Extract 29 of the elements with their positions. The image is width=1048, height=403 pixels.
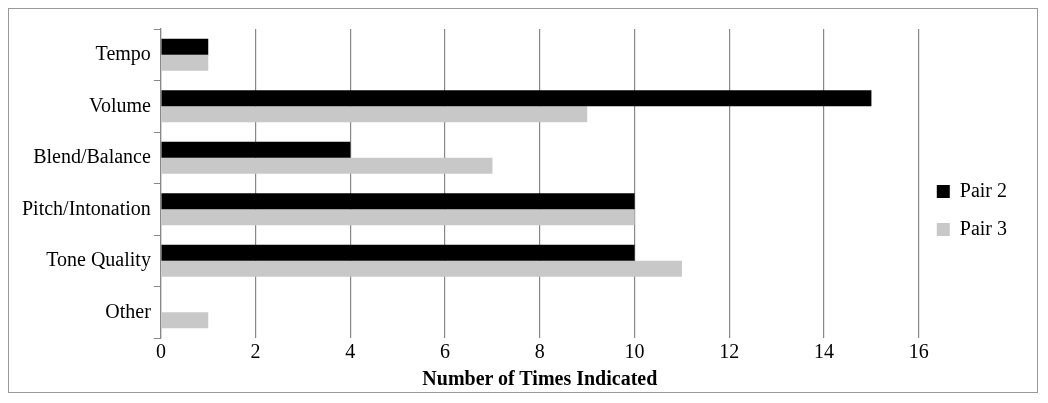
x-tick-label: 0 [155,340,166,363]
bar [161,54,209,71]
x-tick-label: 4 [345,340,356,363]
y-tick-label: Tone Quality [46,248,151,271]
bar [161,312,209,329]
y-tick-label: Other [105,299,152,322]
bar [161,260,682,277]
x-tick-label: 16 [908,340,929,363]
x-tick-label: 10 [624,340,645,363]
y-tick-label: Tempo [95,42,151,65]
x-axis-title: Number of Times Indicated [422,367,658,390]
bar [161,90,872,107]
bar [161,106,588,123]
bar [161,193,635,210]
y-tick-label: Volume [89,93,151,116]
x-tick-label: 6 [440,340,451,363]
bar [161,244,635,261]
x-tick-label: 14 [814,340,835,363]
x-tick-label: 2 [250,340,261,363]
legend-label: Pair 2 [959,178,1007,201]
bar [161,157,493,174]
y-tick-label: Pitch/Intonation [21,196,151,219]
bar [161,141,351,158]
bar [161,38,209,55]
x-tick-label: 12 [719,340,740,363]
legend-label: Pair 3 [959,216,1007,239]
bar [161,209,635,226]
x-tick-label: 8 [534,340,545,363]
y-tick-label: Blend/Balance [33,145,151,167]
